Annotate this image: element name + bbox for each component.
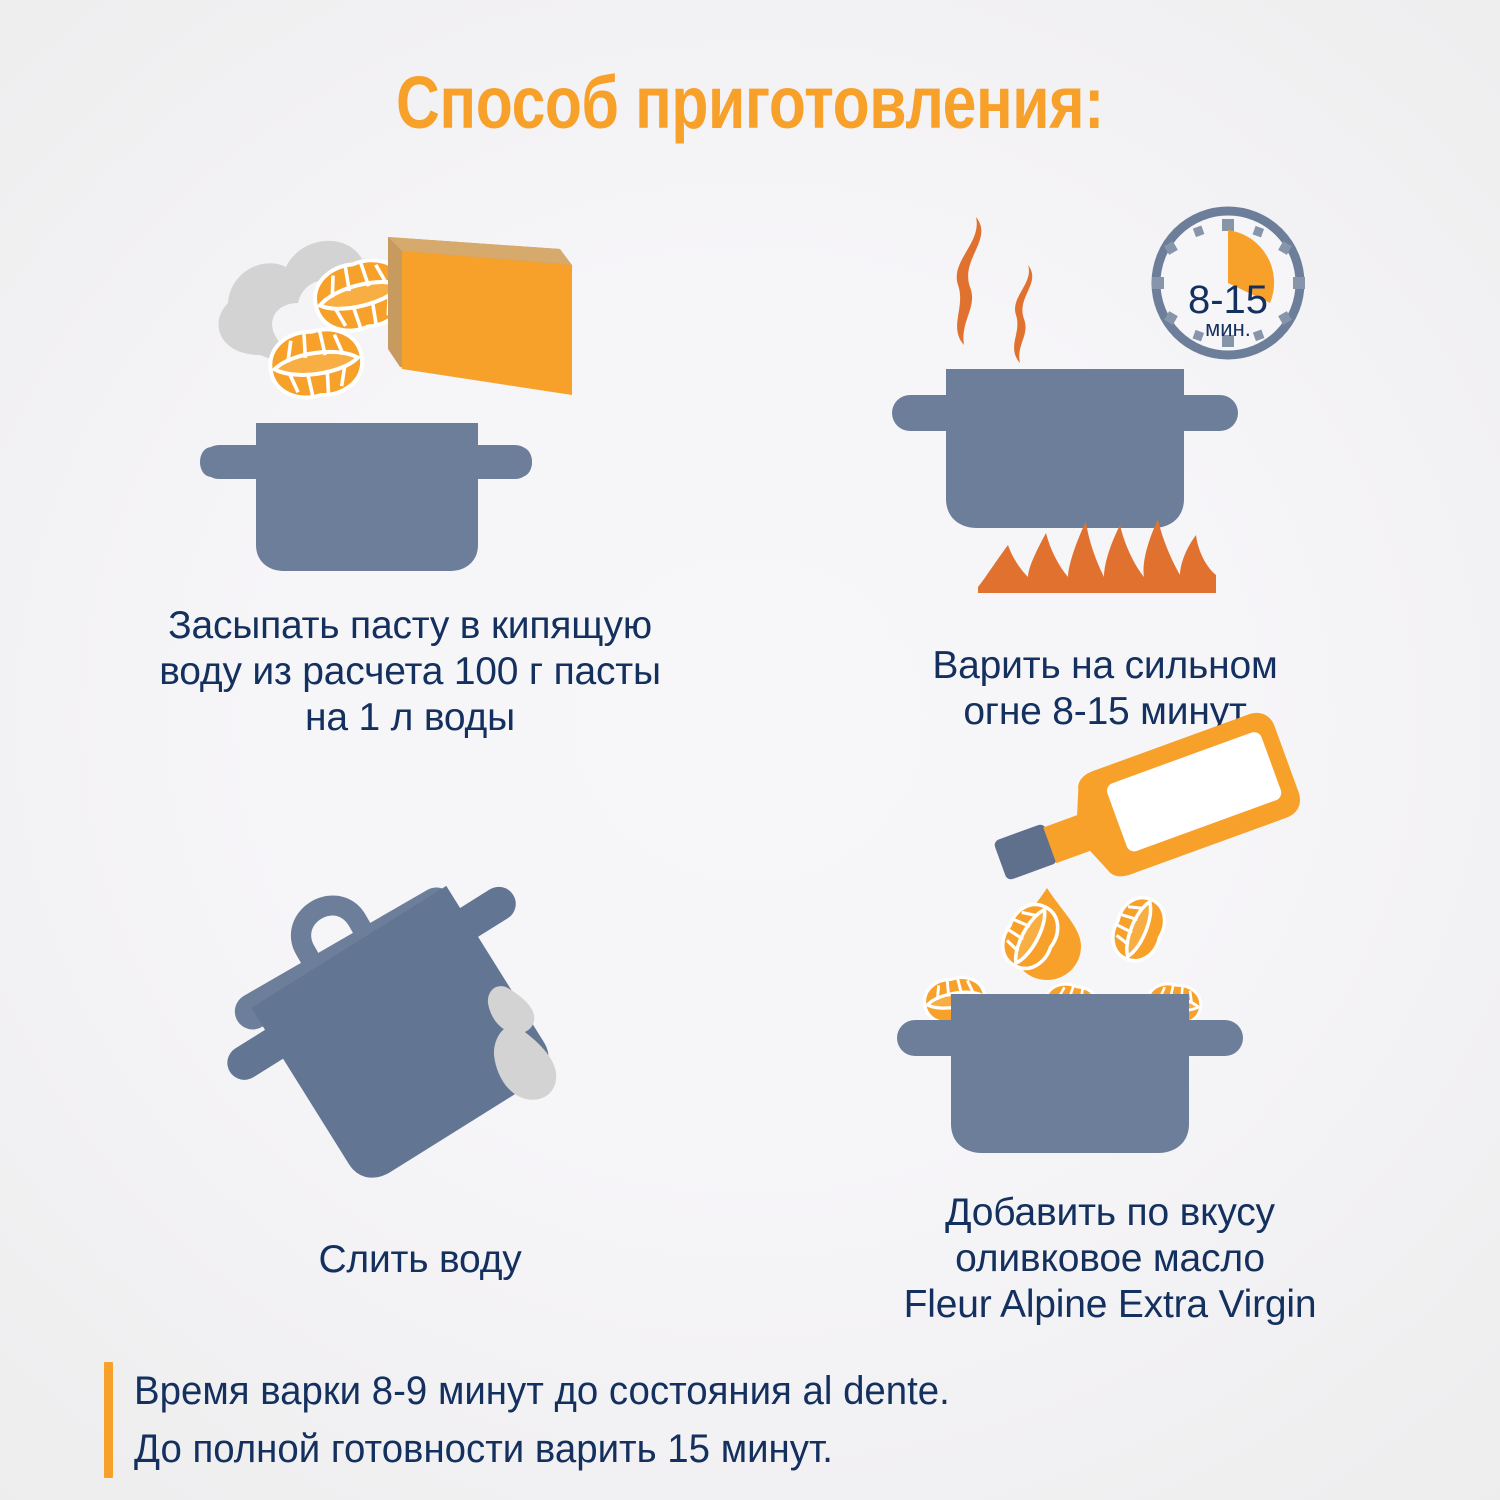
- pot-icon: [892, 369, 1238, 528]
- pot-with-pasta-box-icon: [60, 215, 760, 585]
- step-4: Добавить по вкусу оливковое масло Fleur …: [765, 712, 1455, 1328]
- timer-value: 8-15: [1188, 278, 1268, 322]
- step-1-caption: Засыпать пасту в кипящую воду из расчета…: [159, 604, 661, 740]
- draining-pot-icon: [75, 855, 765, 1185]
- pot-on-flame-with-timer-icon: 8-15 мин.: [760, 195, 1450, 615]
- olive-oil-bottle-over-pot-icon: [765, 712, 1455, 1160]
- pasta-box-icon: [388, 237, 572, 395]
- water-droplet-icon: [487, 986, 557, 1100]
- flame-icon: [978, 519, 1216, 593]
- pot-icon: [227, 885, 549, 1178]
- pot-with-pasta-box-graphic: [200, 237, 572, 571]
- step-2-caption: Варить на сильном огне 8-15 минут: [932, 644, 1278, 734]
- pot-on-flame-graphic: 8-15 мин.: [892, 206, 1305, 593]
- accent-bar: [104, 1362, 113, 1478]
- oil-bottle-icon: [994, 712, 1300, 880]
- footer-note-text: Время варки 8-9 минут до состояния al de…: [134, 1369, 950, 1471]
- footer-note: Время варки 8-9 минут до состояния al de…: [104, 1362, 984, 1478]
- bottle-label: [1107, 732, 1282, 852]
- step-3: Слить воду: [75, 855, 765, 1283]
- steam-icon: [956, 217, 1033, 363]
- step-1: Засыпать пасту в кипящую воду из расчета…: [60, 215, 760, 741]
- timer-icon: 8-15 мин.: [1151, 206, 1305, 360]
- pasta-shell-icon: [268, 327, 364, 400]
- pot-icon: [200, 423, 532, 571]
- step-3-caption: Слить воду: [318, 1238, 522, 1281]
- page-title: Способ приготовления:: [396, 61, 1104, 144]
- step-2: 8-15 мин. Варит: [760, 195, 1450, 735]
- timer-unit: мин.: [1205, 316, 1251, 341]
- step-4-caption: Добавить по вкусу оливковое масло Fleur …: [903, 1191, 1317, 1327]
- olive-oil-graphic: [897, 712, 1300, 1153]
- draining-pot-graphic: [227, 885, 557, 1178]
- pot-icon: [897, 994, 1243, 1153]
